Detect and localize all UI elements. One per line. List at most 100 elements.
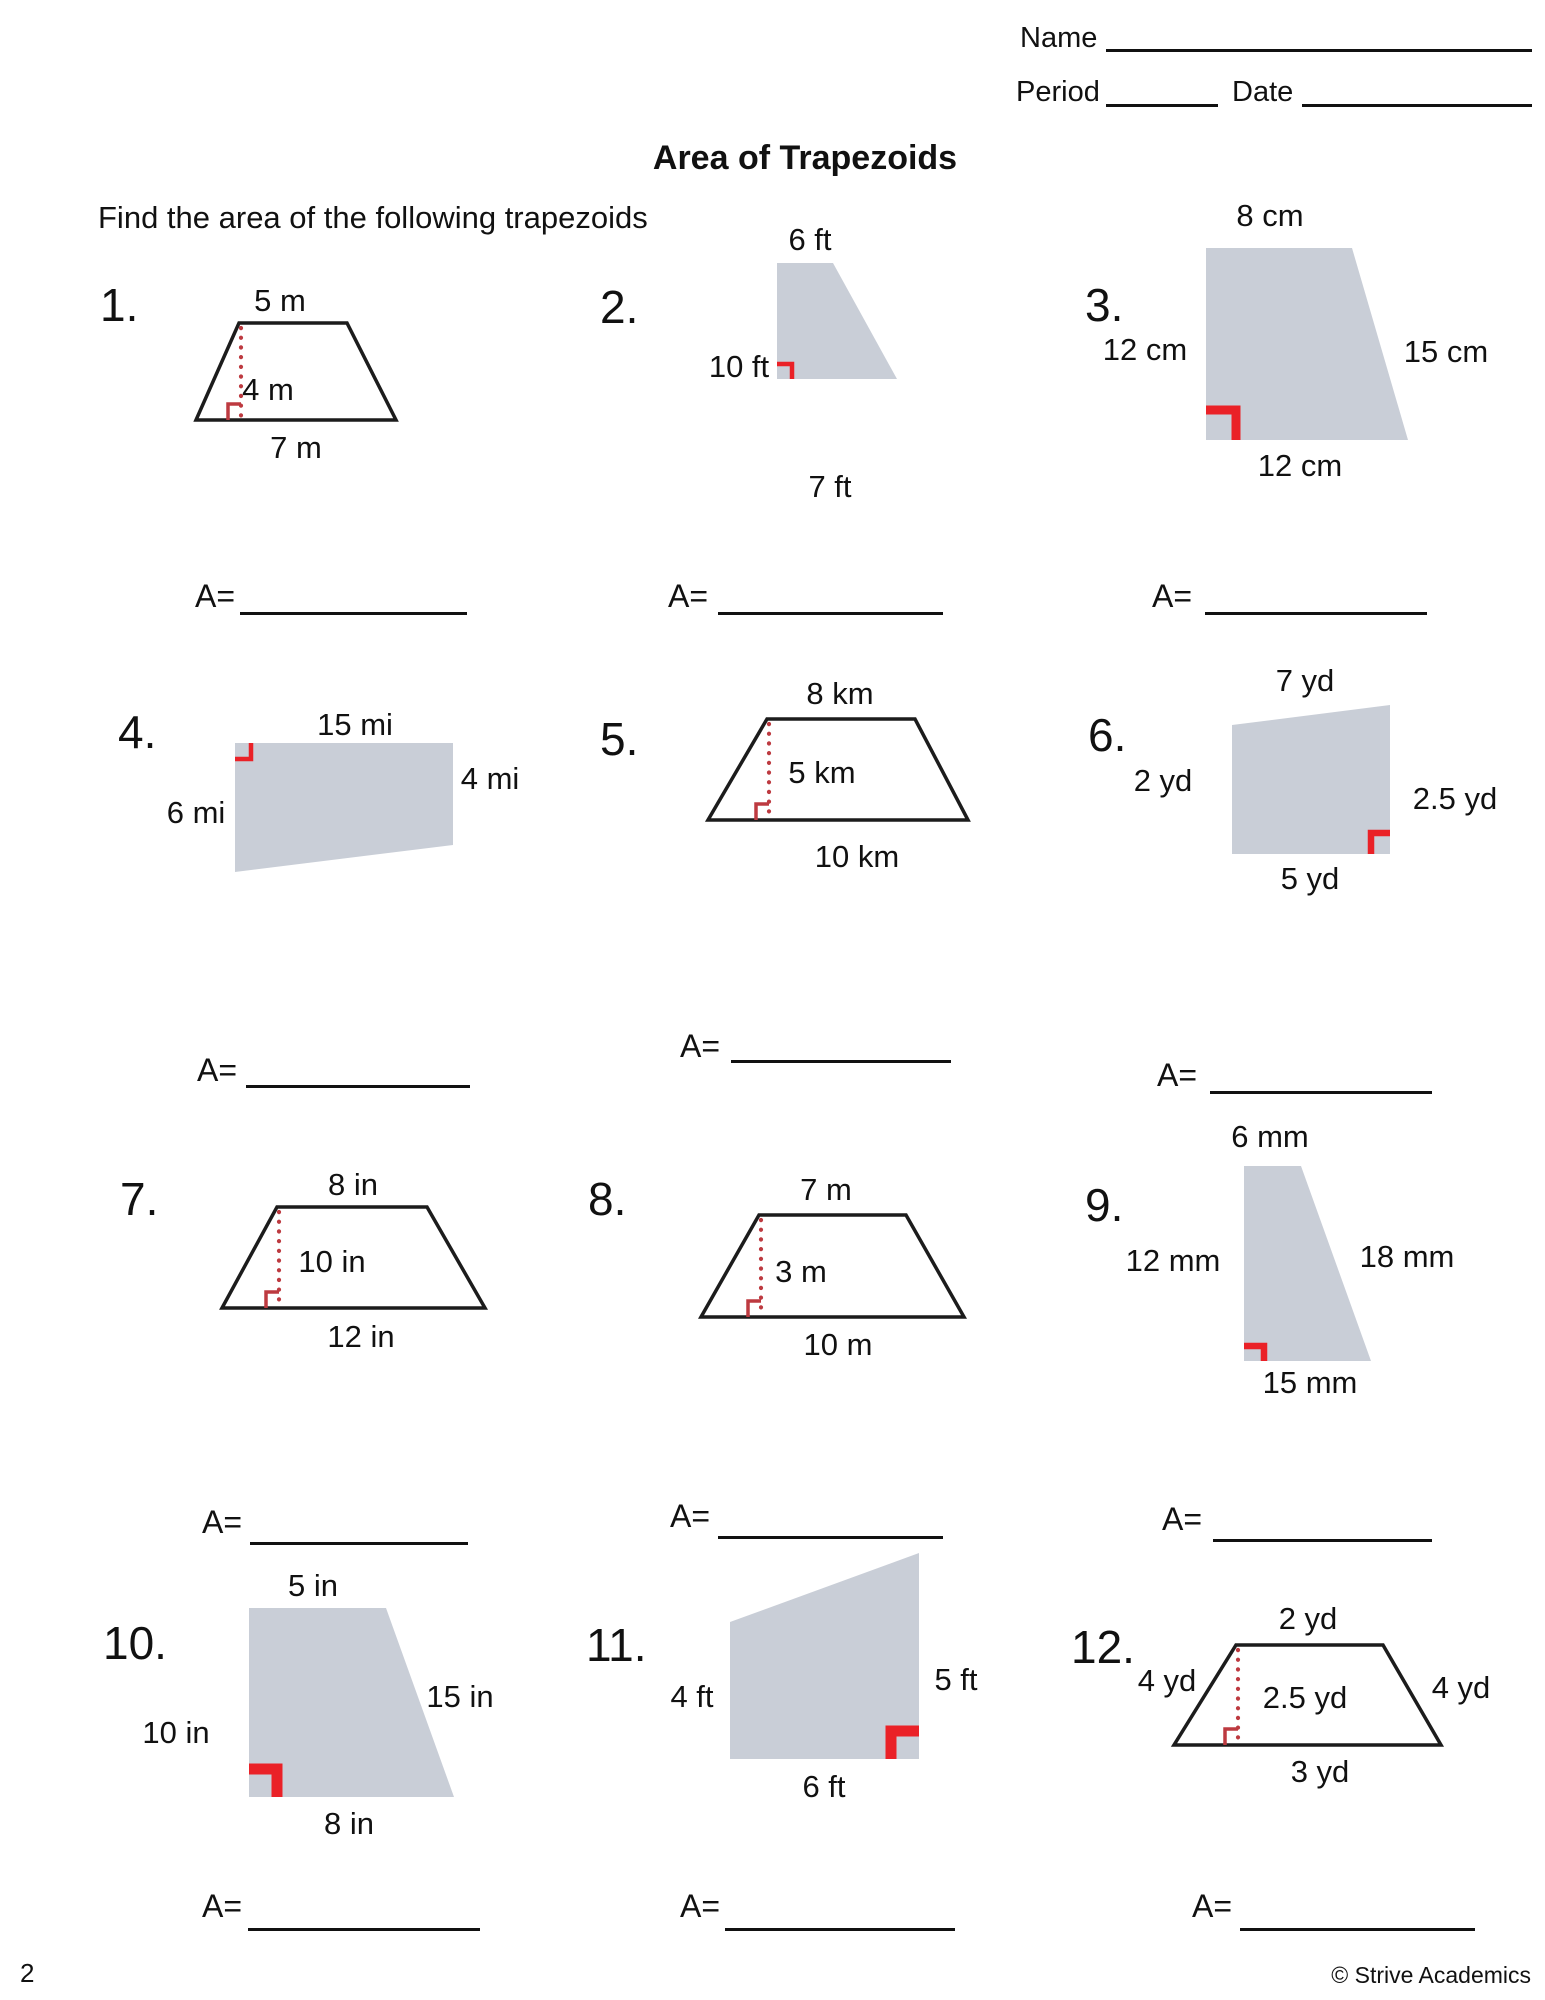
answer-line-10 (248, 1928, 480, 1931)
p6-top-label: 7 yd (1275, 663, 1335, 698)
answer-line-2 (718, 612, 943, 615)
p1-bottom-label: 7 m (270, 430, 322, 465)
trapezoid-11 (730, 1553, 919, 1759)
p4-right-label: 4 mi (460, 761, 520, 796)
p6-bottom-label: 5 yd (1280, 861, 1340, 896)
right-angle-icon (226, 402, 241, 420)
answer-label-4: A= (197, 1052, 238, 1088)
date-label: Date (1232, 76, 1294, 108)
name-blank-line (1106, 49, 1532, 52)
answer-label-3: A= (1152, 578, 1193, 614)
answer-line-4 (246, 1085, 470, 1088)
page-title: Area of Trapezoids (652, 139, 958, 177)
right-angle-icon (1244, 1342, 1268, 1361)
trapezoid-2 (777, 263, 897, 379)
right-angle-icon (264, 1290, 279, 1308)
p12-top-label: 2 yd (1278, 1601, 1338, 1636)
right-angle-icon (754, 802, 769, 820)
p10-left-label: 10 in (142, 1715, 210, 1750)
answer-line-7 (250, 1542, 468, 1545)
answer-line-6 (1210, 1091, 1432, 1094)
period-label: Period (1016, 76, 1100, 108)
p5-height-label: 5 km (788, 755, 856, 790)
problem-number-1: 1. (100, 279, 139, 331)
p7-top-label: 8 in (328, 1167, 378, 1202)
right-angle-icon (235, 743, 254, 762)
problem-number-8: 8. (588, 1173, 627, 1225)
right-angle-icon (885, 1725, 919, 1759)
p4-top-label: 15 mi (317, 707, 393, 742)
p8-bottom-label: 10 m (803, 1327, 873, 1362)
p5-bottom-label: 10 km (814, 839, 900, 874)
right-angle-icon (1206, 405, 1241, 440)
p8-height-label: 3 m (775, 1254, 827, 1289)
trapezoid-9 (1244, 1166, 1371, 1361)
p10-top-label: 5 in (288, 1568, 338, 1603)
p2-top-label: 6 ft (788, 222, 832, 257)
p12-right-label: 4 yd (1431, 1670, 1491, 1705)
p5-top-label: 8 km (806, 676, 874, 711)
date-blank-line (1302, 104, 1532, 107)
p11-bottom-label: 6 ft (802, 1769, 846, 1804)
answer-label-1: A= (195, 578, 236, 614)
right-angle-icon (777, 361, 795, 379)
answer-line-8 (718, 1536, 943, 1539)
p7-height-label: 10 in (298, 1244, 366, 1279)
answer-line-9 (1213, 1539, 1432, 1542)
p1-top-label: 5 m (254, 283, 306, 318)
p8-top-label: 7 m (800, 1172, 852, 1207)
p10-right-label: 15 in (426, 1679, 494, 1714)
answer-label-5: A= (680, 1028, 721, 1064)
answer-line-1 (240, 612, 467, 615)
answer-line-12 (1240, 1928, 1475, 1931)
p9-left-label: 12 mm (1125, 1243, 1221, 1278)
p12-bottom-label: 3 yd (1290, 1754, 1350, 1789)
problem-number-11: 11. (586, 1619, 647, 1671)
problem-number-9: 9. (1085, 1179, 1124, 1231)
right-angle-icon (1367, 829, 1390, 854)
right-angle-icon (1223, 1727, 1238, 1745)
p3-left-label: 12 cm (1102, 332, 1188, 367)
problem-number-2: 2. (600, 281, 639, 333)
right-angle-icon (249, 1763, 283, 1797)
problem-number-5: 5. (600, 713, 639, 765)
p1-height-label: 4 m (242, 372, 294, 407)
p3-top-label: 8 cm (1236, 198, 1304, 233)
p9-bottom-label: 15 mm (1262, 1365, 1358, 1400)
p7-bottom-label: 12 in (327, 1319, 395, 1354)
answer-label-7: A= (202, 1504, 243, 1540)
problem-number-12: 12. (1071, 1621, 1135, 1673)
trapezoid-5 (704, 717, 971, 822)
problem-number-6: 6. (1088, 709, 1127, 761)
p9-right-label: 18 mm (1359, 1239, 1455, 1274)
problem-number-3: 3. (1085, 279, 1124, 331)
trapezoid-1 (193, 321, 399, 422)
answer-line-11 (725, 1928, 955, 1931)
instruction-text: Find the area of the following trapezoid… (98, 200, 648, 235)
p6-left-label: 2 yd (1133, 763, 1193, 798)
p9-top-label: 6 mm (1231, 1119, 1309, 1154)
period-blank-line (1106, 104, 1218, 107)
name-label: Name (1020, 22, 1098, 54)
trapezoid-4 (235, 743, 453, 872)
trapezoid-12 (1170, 1643, 1445, 1747)
p3-right-label: 15 cm (1403, 334, 1489, 369)
p12-height-label: 2.5 yd (1262, 1680, 1348, 1715)
answer-line-3 (1205, 612, 1427, 615)
answer-label-12: A= (1192, 1888, 1233, 1924)
p12-left-label: 4 yd (1137, 1663, 1197, 1698)
page-number: 2 (20, 1958, 35, 1988)
answer-label-6: A= (1157, 1057, 1198, 1093)
p2-bottom-label: 7 ft (808, 469, 852, 504)
trapezoid-6 (1232, 705, 1390, 854)
answer-label-10: A= (202, 1888, 243, 1924)
answer-label-8: A= (670, 1498, 711, 1534)
p6-right-label: 2.5 yd (1412, 781, 1498, 816)
trapezoid-3 (1206, 248, 1408, 440)
trapezoid-8 (697, 1213, 968, 1319)
p4-left-label: 6 mi (166, 795, 226, 830)
copyright-text: © Strive Academics (1331, 1962, 1531, 1988)
answer-label-9: A= (1162, 1501, 1203, 1537)
